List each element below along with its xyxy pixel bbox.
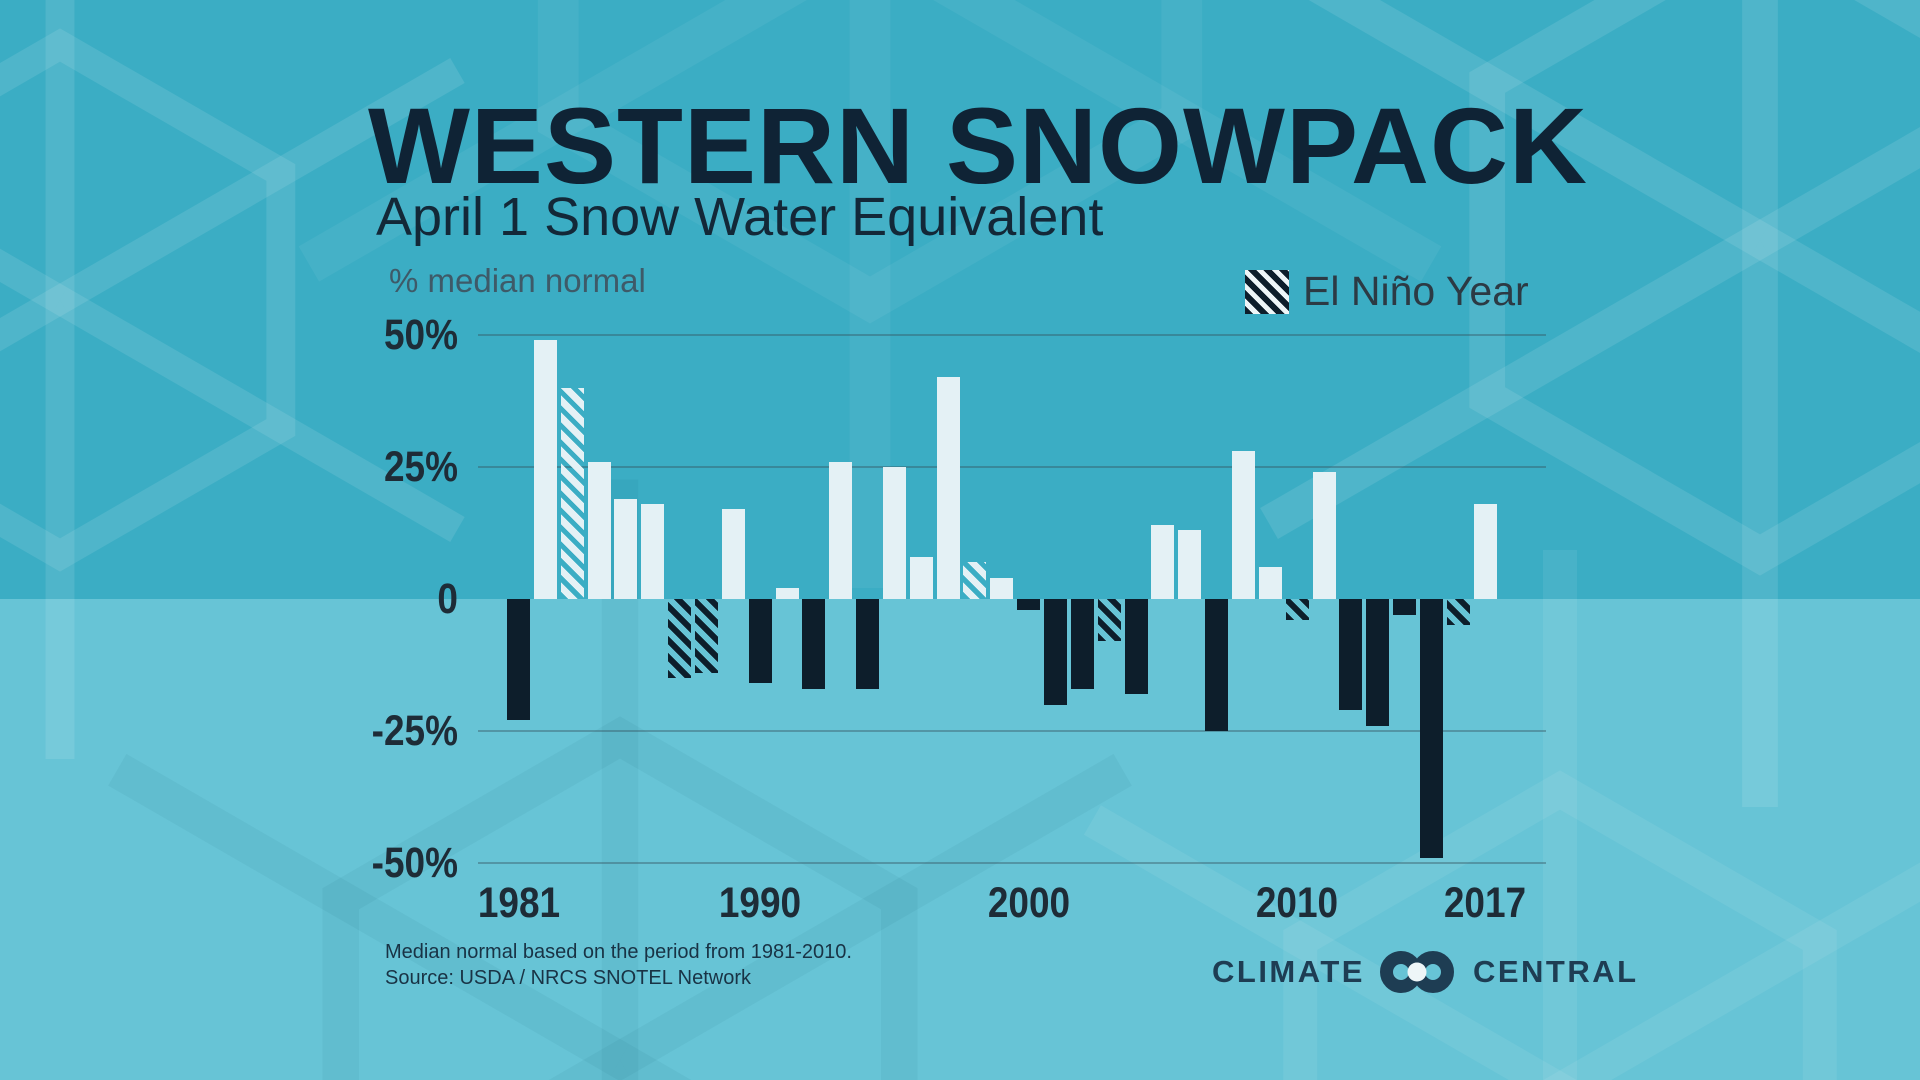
bar-1988 [695,599,718,673]
y-tick-label--25: -25% [371,707,458,755]
bar-1982 [534,340,557,599]
bar-2004 [1125,599,1148,694]
page-title: WESTERN SNOWPACK [368,85,1588,206]
bar-2011 [1313,472,1336,599]
gridline--25 [478,730,1546,732]
bar-2008 [1232,451,1255,599]
footnote: Median normal based on the period from 1… [385,939,852,991]
bar-2007 [1205,599,1228,731]
x-tick-label-2017: 2017 [1443,879,1527,927]
bar-2003 [1098,599,1121,641]
bar-2002 [1071,599,1094,689]
gridline-50 [478,334,1546,336]
bar-2005 [1151,525,1174,599]
bar-1998 [963,562,986,599]
bar-1994 [856,599,879,689]
bar-2013 [1366,599,1389,726]
bar-2006 [1178,530,1201,599]
bar-2016 [1447,599,1470,625]
bar-1981 [507,599,530,720]
climate-central-rings-icon [1379,951,1454,993]
bar-2014 [1393,599,1416,615]
page-subtitle: April 1 Snow Water Equivalent [376,187,1104,247]
gridline-25 [478,466,1546,468]
bar-1993 [829,462,852,599]
y-axis-unit-note: % median normal [389,262,646,299]
bar-1992 [802,599,825,689]
bar-1989 [722,509,745,599]
bar-1987 [668,599,691,678]
x-tick-label-2010: 2010 [1255,879,1339,927]
bar-2010 [1286,599,1309,620]
bar-1985 [614,499,637,599]
bar-1999 [990,578,1013,599]
bar-2009 [1259,567,1282,599]
bar-2017 [1474,504,1497,599]
el-nino-hatch-swatch-icon [1245,269,1289,314]
bar-1995 [883,467,906,599]
gridline--50 [478,862,1546,864]
y-tick-label-50: 50% [383,311,458,359]
y-tick-label-25: 25% [383,443,458,491]
x-tick-label-1981: 1981 [477,879,561,927]
el-nino-legend-label: El Niño Year [1303,268,1529,314]
bar-1990 [749,599,772,683]
bar-1984 [588,462,611,599]
x-tick-label-2000: 2000 [987,879,1071,927]
bar-2001 [1044,599,1067,705]
bar-2015 [1420,599,1443,858]
x-tick-label-1990: 1990 [718,879,802,927]
logo-text-central: CENTRAL [1472,954,1639,989]
climate-central-logo: CLIMATE CENTRAL [1212,944,1639,1000]
logo-text-climate: CLIMATE [1212,954,1365,989]
el-nino-legend: El Niño Year [1245,268,1529,315]
bar-2012 [1339,599,1362,710]
footnote-line-2: Source: USDA / NRCS SNOTEL Network [385,967,752,989]
bar-1983 [561,388,584,599]
bar-1996 [910,557,933,599]
bar-2000 [1017,599,1040,610]
bar-1986 [641,504,664,599]
y-tick-label--50: -50% [371,839,458,887]
bar-1997 [937,377,960,599]
footnote-line-1: Median normal based on the period from 1… [385,941,852,963]
y-tick-label-0: 0 [437,575,458,623]
bar-1991 [776,588,799,599]
